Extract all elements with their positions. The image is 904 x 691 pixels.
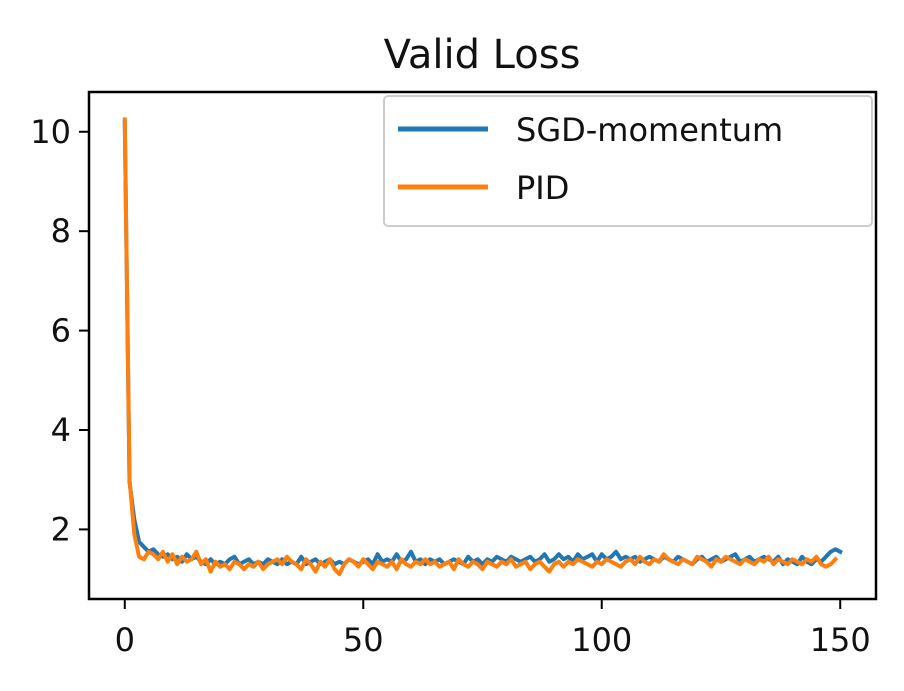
legend-box (383, 95, 873, 227)
legend-label-1: SGD-momentum (516, 111, 783, 149)
y-tick-label: 10 (30, 113, 71, 151)
chart-title: Valid Loss (384, 32, 581, 78)
x-tick-label: 150 (810, 621, 871, 659)
y-tick-label: 4 (51, 411, 71, 449)
legend-label-2: PID (516, 169, 569, 207)
x-tick-label: 100 (571, 621, 632, 659)
axes-layer: 0 50 100 150 2 4 6 8 10 (30, 90, 878, 659)
y-tick-label: 2 (51, 510, 71, 548)
y-tick-label: 6 (51, 312, 71, 350)
y-tick-label: 8 (51, 212, 71, 250)
series-line-2 (122, 117, 839, 577)
x-tick-label: 0 (115, 621, 135, 659)
series-layer (122, 117, 843, 577)
x-tick-label: 50 (343, 621, 384, 659)
plot-frame (87, 90, 878, 601)
legend: SGD-momentum PID (383, 95, 873, 227)
